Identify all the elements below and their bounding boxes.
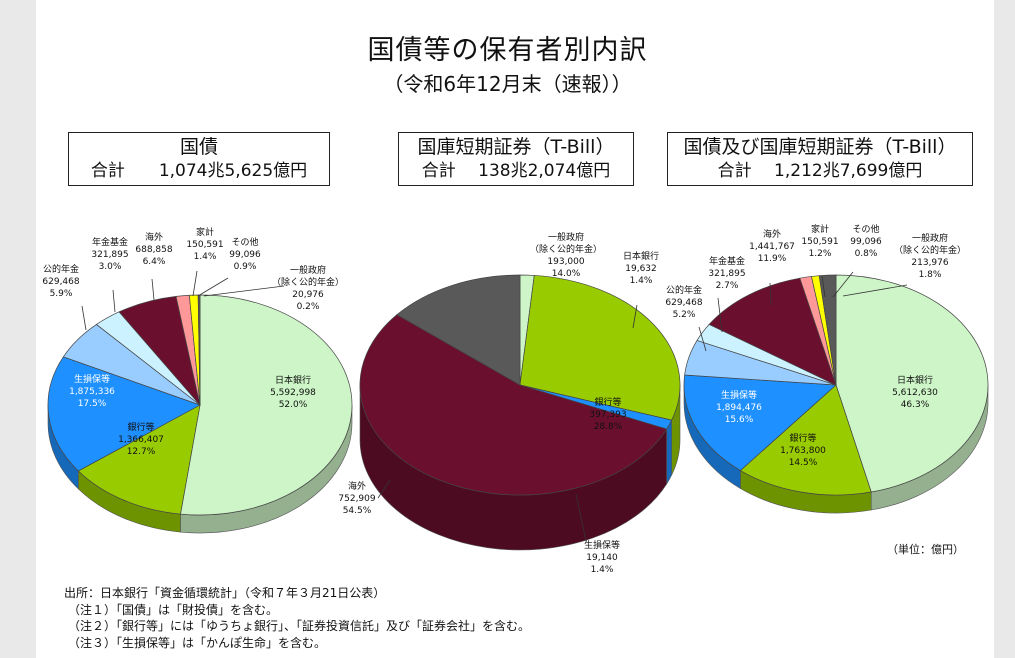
- pie1-leader-6: [192, 270, 198, 297]
- note-3: （注３）「生損保等」は「かんぽ生命」を含む。: [68, 635, 327, 650]
- pie3-label-日本銀行: 日本銀行 5,612,630 46.3%: [892, 374, 938, 410]
- pie3-slice-日本銀行: [835, 274, 989, 493]
- note-source: 出所：日本銀行「資金循環統計」（令和７年３月21日公表）: [64, 586, 386, 600]
- pie1-label-生損保等: 生損保等 1,875,336 17.5%: [69, 373, 115, 409]
- pie3-slice-銀行等: [739, 384, 872, 496]
- pie3-label-その他: その他 99,096 0.8%: [850, 223, 882, 259]
- pie1-leader-3: [81, 305, 87, 331]
- box-combined: 国債及び国庫短期証券（T-Bill） 合計 1,212兆7,699億円: [667, 132, 973, 186]
- box-tbill-title: 国庫短期証券（T-Bill）: [417, 136, 615, 158]
- pie1-label-海外: 海外 688,858 6.4%: [135, 231, 172, 267]
- note-2: （注２）「銀行等」には「ゆうちょ銀行」、「証券投資信託」及び「証券会社」を含む。: [68, 619, 531, 633]
- pie2-label-生損保等: 生損保等 19,140 1.4%: [584, 539, 620, 575]
- footnotes: 出所：日本銀行「資金循環統計」（令和７年３月21日公表） （注１）「国債」は「財…: [64, 585, 530, 651]
- pie2-slice-一般政府: [396, 274, 521, 386]
- pie3-leader-4: [717, 297, 723, 333]
- pie1-label-家計: 家計 150,591 1.4%: [186, 226, 223, 262]
- pie1-slice-日本銀行: [180, 294, 353, 516]
- pie3-label-家計: 家計 150,591 1.2%: [801, 223, 838, 259]
- pie1-leader-5: [151, 278, 155, 301]
- pie1-label-年金基金: 年金基金 321,895 3.0%: [91, 236, 128, 272]
- pie-chart-2: 日本銀行 19,632 1.4% 銀行等 397,393 28.8% 生損保等 19,140 1…: [338, 231, 681, 575]
- pie2-wall-2: [666, 420, 672, 486]
- pie3-slice-海外: [708, 277, 837, 386]
- pie3-leader-8: [842, 284, 908, 297]
- box-jgb-total: 合計 1,074兆5,625億円: [90, 161, 308, 181]
- box-jgb: 国債 合計 1,074兆5,625億円: [68, 132, 330, 186]
- pie1-leader-7: [197, 277, 229, 297]
- pie1-label-公的年金: 公的年金 629,468 5.9%: [42, 263, 79, 299]
- pie2-slice-海外: [359, 314, 668, 496]
- pie-chart-3: 日本銀行 5,612,630 46.3% 銀行等 1,763,800 14.5% 生損保等 1…: [665, 223, 989, 514]
- pie3-leader-7: [832, 271, 854, 298]
- pie3-leader-3: [698, 326, 707, 352]
- pie3-label-年金基金: 年金基金 321,895 2.7%: [708, 255, 745, 291]
- pie2-label-一般政府: 一般政府（除く公的年金） 193,000 14.0%: [530, 231, 602, 279]
- pie3-label-海外: 海外 1,441,767 11.9%: [749, 228, 795, 264]
- pie2-leader-2: [575, 493, 587, 542]
- pie3-leader-6: [821, 275, 826, 298]
- pie1-label-銀行等: 銀行等 1,366,407 12.7%: [118, 421, 164, 457]
- unit-note: （単位：億円）: [887, 543, 964, 556]
- pie-charts: 日本銀行 5,592,998 52.0%銀行等 1,366,407 12.7%生損保等 1…: [42, 223, 989, 575]
- box-combined-total: 合計 1,212兆7,699億円: [717, 161, 923, 181]
- box-combined-title: 国債及び国庫短期証券（T-Bill）: [683, 136, 957, 158]
- box-tbill: 国庫短期証券（T-Bill） 合計 138兆2,074億円: [398, 132, 634, 186]
- note-1: （注１）「国債」は「財投債」を含む。: [68, 602, 279, 617]
- pie1-slice-銀行等: [77, 404, 201, 515]
- box-tbill-total: 合計 138兆2,074億円: [421, 161, 611, 181]
- pie3-label-銀行等: 銀行等 1,763,800 14.5%: [780, 432, 826, 468]
- pie1-label-その他: その他 99,096 0.9%: [229, 236, 261, 272]
- box-jgb-title: 国債: [179, 136, 218, 158]
- pie3-label-公的年金: 公的年金 629,468 5.2%: [665, 284, 702, 320]
- page-title: 国債等の保有者別内訳: [367, 35, 648, 66]
- pie1-label-一般政府: 一般政府（除く公的年金） 20,976 0.2%: [272, 264, 344, 312]
- pie3-label-一般政府: 一般政府（除く公的年金） 213,976 1.8%: [894, 232, 966, 280]
- pie3-slice-一般政府: [818, 274, 837, 386]
- pie3-leader-5: [769, 282, 772, 306]
- pie1-label-日本銀行: 日本銀行 5,592,998 52.0%: [270, 374, 316, 410]
- pie2-leader-3: [377, 479, 391, 499]
- pie1-slice-生損保等: [47, 356, 201, 472]
- pie2-leader-0: [632, 304, 638, 329]
- pie3-slice-生損保等: [683, 374, 837, 471]
- page-subtitle: （令和6年12月末（速報））: [383, 72, 632, 96]
- pie2-label-日本銀行: 日本銀行 19,632 1.4%: [623, 250, 659, 286]
- pie3-label-生損保等: 生損保等 1,894,476 15.6%: [716, 389, 762, 425]
- pie1-leader-8: [203, 285, 285, 297]
- pie2-label-銀行等: 銀行等 397,393 28.8%: [589, 396, 626, 432]
- pie-chart-1: 日本銀行 5,592,998 52.0% 銀行等 1,366,407 12.7%生損保等 1…: [42, 226, 353, 534]
- pie2-slice-銀行等: [519, 275, 681, 421]
- pie2-label-海外: 海外 752,909 54.5%: [338, 480, 375, 516]
- pie1-leader-4: [112, 289, 116, 313]
